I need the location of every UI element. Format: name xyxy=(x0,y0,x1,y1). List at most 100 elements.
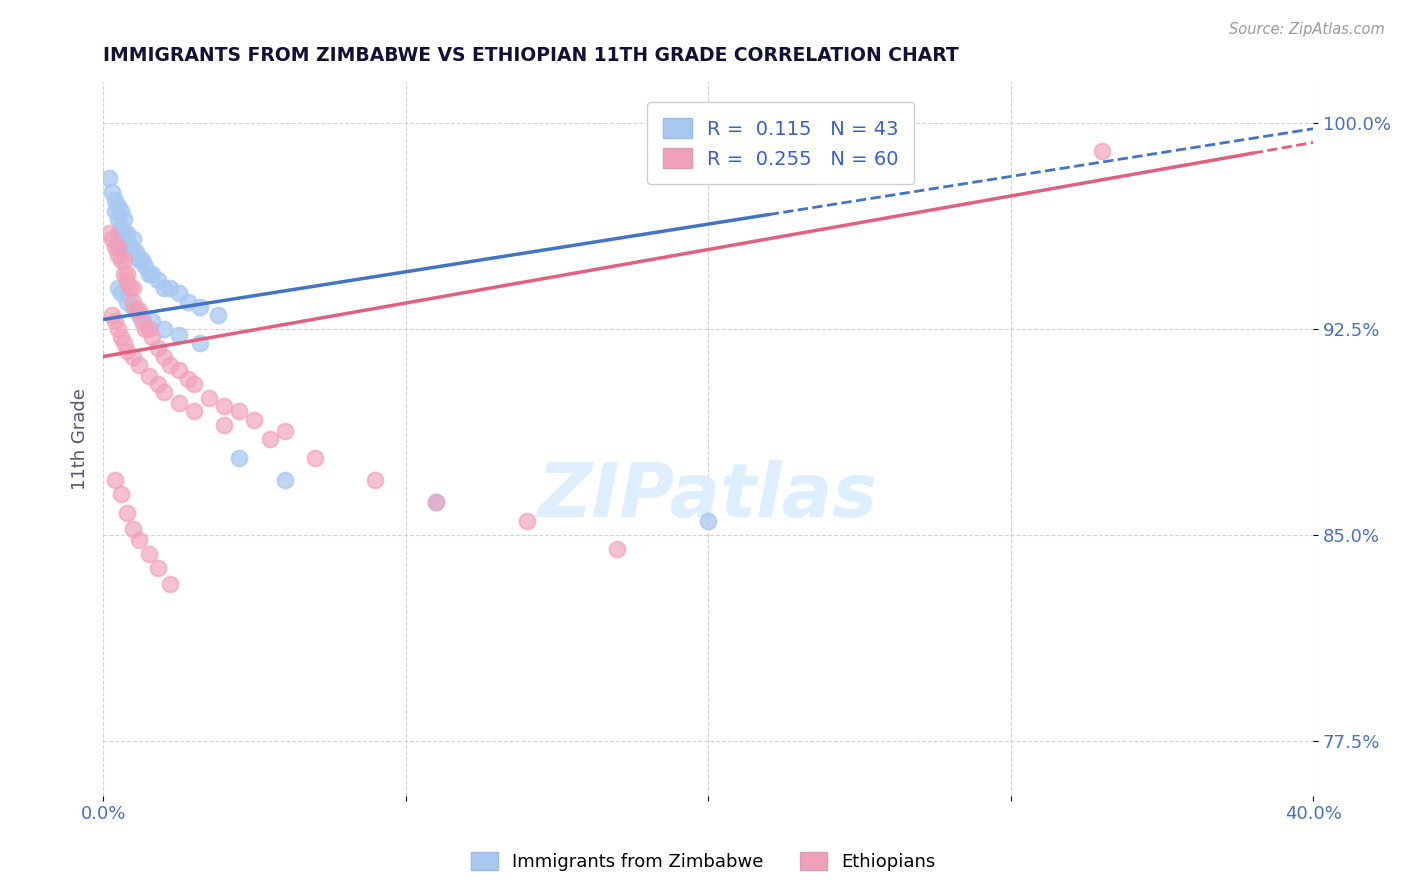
Point xyxy=(104,204,127,219)
Point xyxy=(516,514,538,528)
Text: Source: ZipAtlas.com: Source: ZipAtlas.com xyxy=(1229,22,1385,37)
Point xyxy=(125,245,148,260)
Point xyxy=(131,253,153,268)
Point xyxy=(167,363,190,377)
Text: IMMIGRANTS FROM ZIMBABWE VS ETHIOPIAN 11TH GRADE CORRELATION CHART: IMMIGRANTS FROM ZIMBABWE VS ETHIOPIAN 11… xyxy=(103,46,959,65)
Point xyxy=(152,385,174,400)
Point xyxy=(131,314,153,328)
Point xyxy=(122,350,145,364)
Point xyxy=(112,335,135,350)
Point xyxy=(104,240,127,254)
Point xyxy=(146,341,169,355)
Point xyxy=(122,281,145,295)
Point xyxy=(110,253,132,268)
Point xyxy=(107,248,129,262)
Point xyxy=(207,309,229,323)
Point xyxy=(146,273,169,287)
Point xyxy=(188,335,211,350)
Point xyxy=(98,171,121,186)
Point xyxy=(107,322,129,336)
Point xyxy=(273,424,295,438)
Point xyxy=(98,226,121,240)
Point xyxy=(112,240,135,254)
Point xyxy=(120,240,142,254)
Point xyxy=(128,309,150,323)
Y-axis label: 11th Grade: 11th Grade xyxy=(72,388,89,490)
Point xyxy=(101,185,124,199)
Point xyxy=(146,376,169,391)
Point xyxy=(259,432,281,446)
Point xyxy=(228,451,250,466)
Point xyxy=(117,234,139,248)
Point xyxy=(177,294,200,309)
Point xyxy=(141,314,163,328)
Point xyxy=(107,281,129,295)
Point xyxy=(212,399,235,413)
Point xyxy=(183,404,205,418)
Text: ZIPatlas: ZIPatlas xyxy=(538,459,879,533)
Point xyxy=(425,495,447,509)
Point xyxy=(304,451,326,466)
Point xyxy=(122,300,145,314)
Point xyxy=(183,376,205,391)
Point xyxy=(273,473,295,487)
Point xyxy=(243,413,266,427)
Point xyxy=(138,267,160,281)
Point xyxy=(110,330,132,344)
Legend: R =  0.115   N = 43, R =  0.255   N = 60: R = 0.115 N = 43, R = 0.255 N = 60 xyxy=(647,103,914,185)
Point xyxy=(167,286,190,301)
Point xyxy=(117,344,139,359)
Point xyxy=(152,281,174,295)
Point xyxy=(110,286,132,301)
Point xyxy=(212,418,235,433)
Legend: Immigrants from Zimbabwe, Ethiopians: Immigrants from Zimbabwe, Ethiopians xyxy=(464,845,942,879)
Point xyxy=(138,368,160,383)
Point xyxy=(110,204,132,219)
Point xyxy=(167,327,190,342)
Point xyxy=(117,267,139,281)
Point xyxy=(107,240,129,254)
Point xyxy=(198,391,221,405)
Point xyxy=(697,166,720,180)
Point xyxy=(228,404,250,418)
Point xyxy=(122,231,145,245)
Point xyxy=(110,487,132,501)
Point xyxy=(112,253,135,268)
Point xyxy=(128,358,150,372)
Point xyxy=(159,281,181,295)
Point xyxy=(152,322,174,336)
Point xyxy=(128,302,150,317)
Point xyxy=(152,350,174,364)
Point xyxy=(122,523,145,537)
Point xyxy=(122,245,145,260)
Point xyxy=(138,547,160,561)
Point xyxy=(188,300,211,314)
Point xyxy=(101,231,124,245)
Point xyxy=(146,561,169,575)
Point xyxy=(101,309,124,323)
Point xyxy=(117,226,139,240)
Point xyxy=(167,396,190,410)
Point xyxy=(125,302,148,317)
Point xyxy=(107,212,129,227)
Point xyxy=(425,495,447,509)
Point xyxy=(141,330,163,344)
Point xyxy=(159,358,181,372)
Point xyxy=(112,212,135,227)
Point xyxy=(117,276,139,290)
Point xyxy=(159,577,181,591)
Point xyxy=(112,267,135,281)
Point xyxy=(117,506,139,520)
Point xyxy=(134,322,156,336)
Point xyxy=(697,514,720,528)
Point xyxy=(138,322,160,336)
Point xyxy=(128,533,150,548)
Point xyxy=(104,473,127,487)
Point xyxy=(110,220,132,235)
Point xyxy=(112,226,135,240)
Point xyxy=(122,294,145,309)
Point xyxy=(364,473,387,487)
Point xyxy=(107,226,129,240)
Point xyxy=(606,541,628,556)
Point xyxy=(177,371,200,385)
